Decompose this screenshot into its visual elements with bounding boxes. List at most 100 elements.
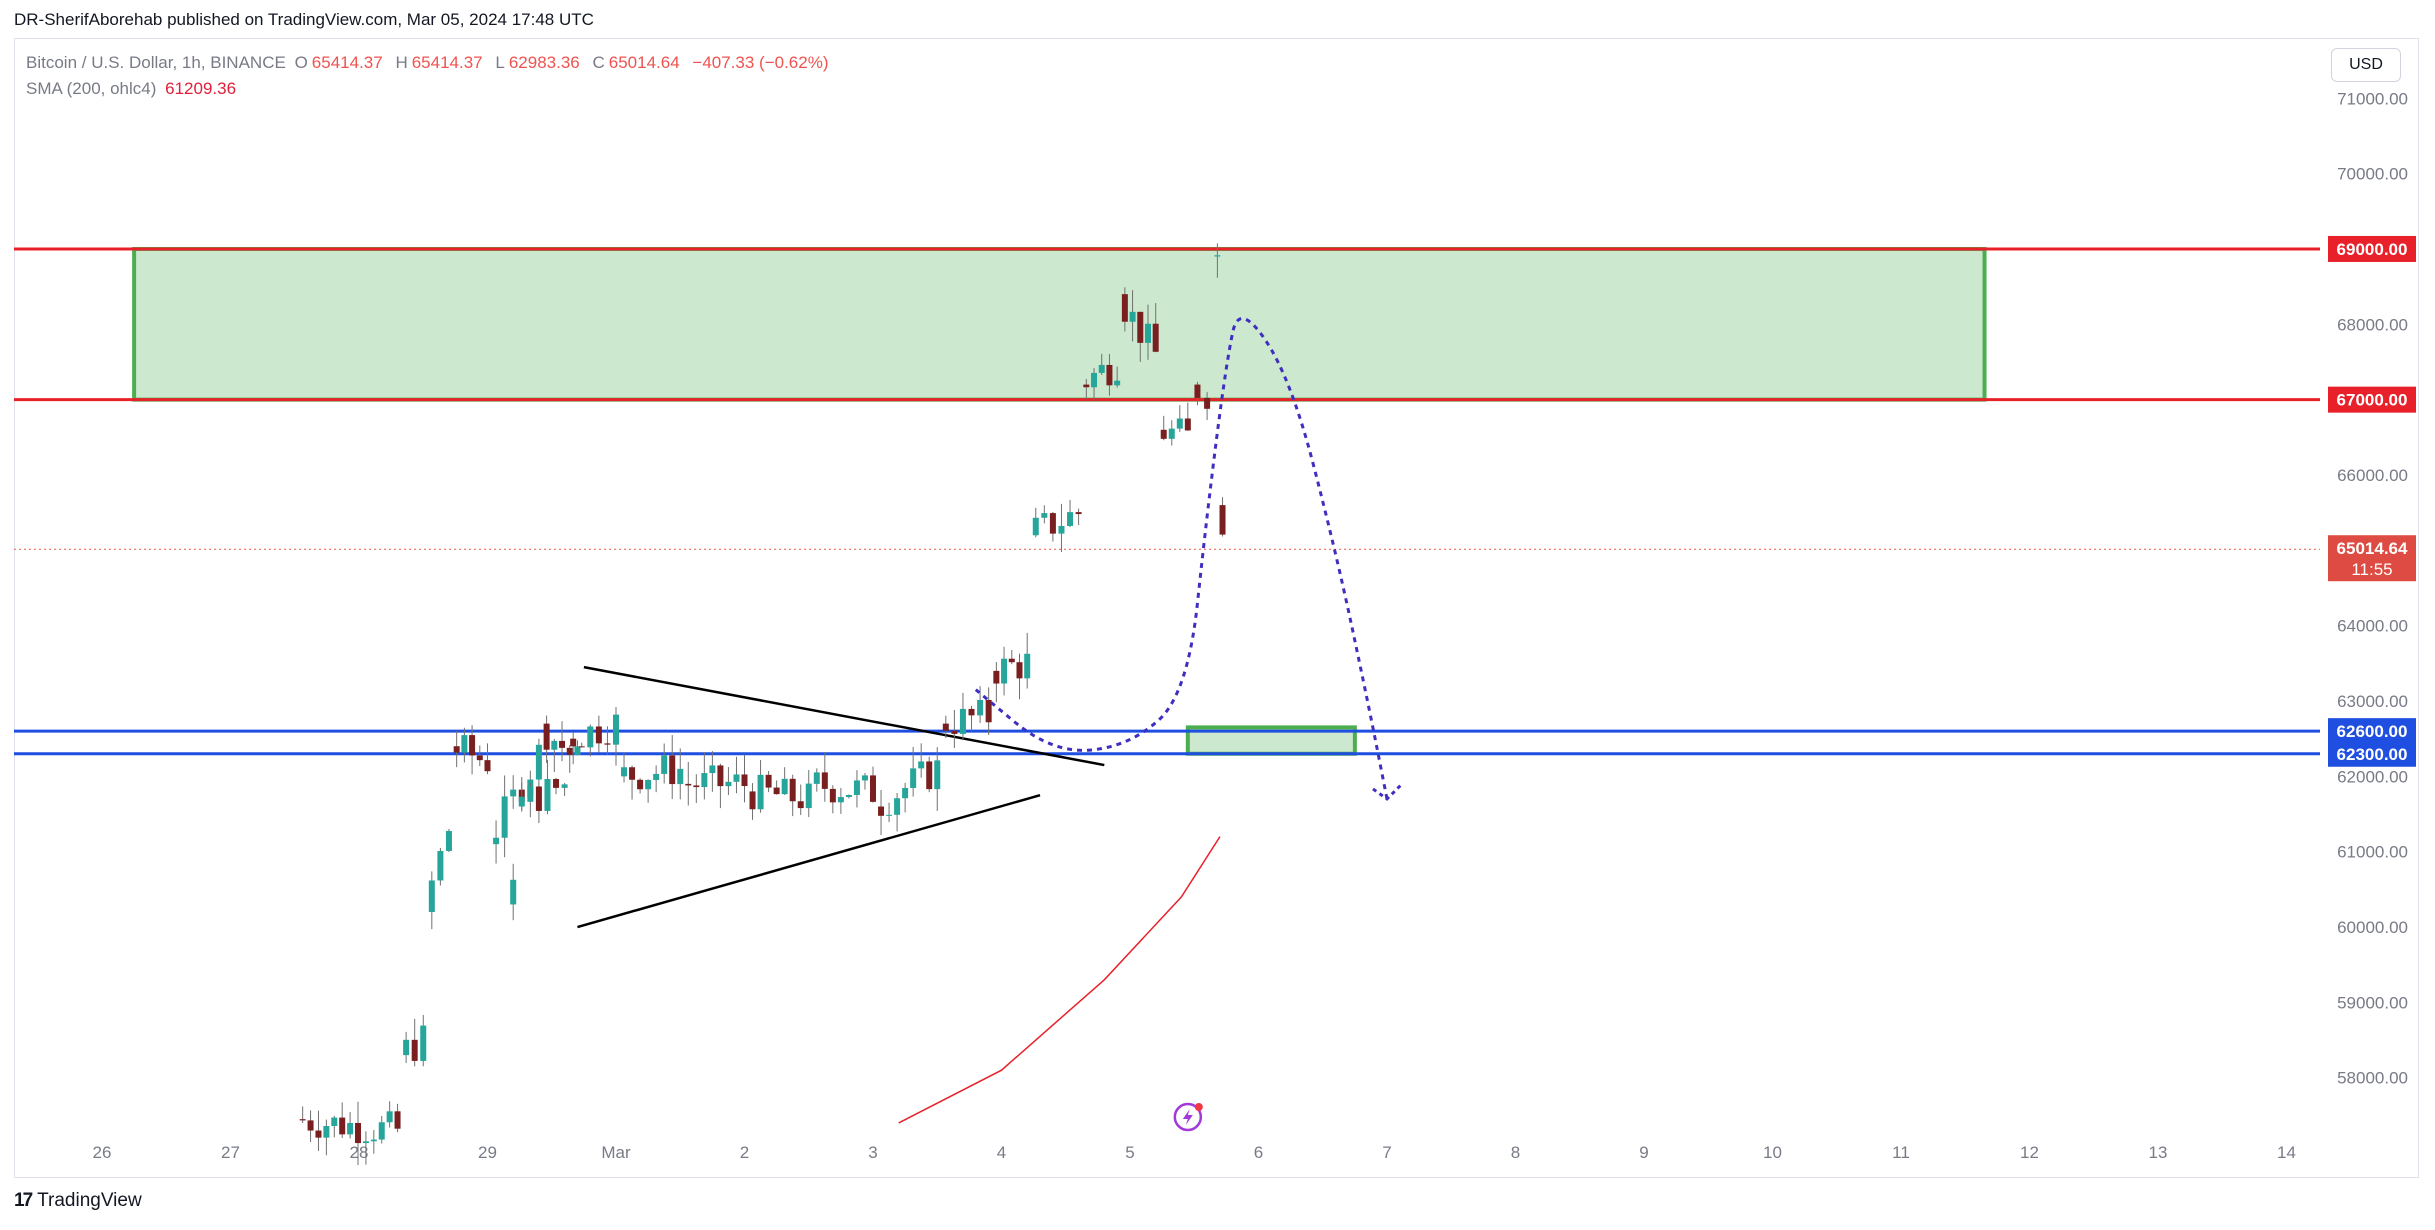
x-tick-label: 29 [478, 1143, 497, 1162]
candle-body [813, 772, 820, 784]
price-level-tag [2328, 386, 2416, 413]
candle-body [535, 786, 542, 811]
candle-body [437, 850, 444, 881]
candle-body [420, 1025, 427, 1061]
candle-body [1098, 364, 1105, 373]
x-tick-label: 27 [221, 1143, 240, 1162]
candle-body [1083, 384, 1090, 388]
price-level-label: 62600.00 [2337, 722, 2408, 741]
symbol-label[interactable]: Bitcoin / U.S. Dollar, 1h, BINANCE [26, 53, 286, 72]
projection-path [974, 317, 1389, 800]
candle-body [1137, 311, 1144, 343]
price-level-label: 69000.00 [2337, 240, 2408, 259]
candle-body [757, 774, 764, 810]
candle-body [428, 880, 435, 912]
x-tick-label: 4 [997, 1143, 1006, 1162]
y-tick-label: 71000.00 [2337, 89, 2408, 108]
candle-body [725, 781, 732, 787]
candle-body [551, 740, 558, 750]
candle-body [821, 772, 828, 789]
candle-body [493, 837, 500, 845]
candle-body [797, 801, 804, 809]
chart-frame [14, 38, 2419, 1178]
candle-body [323, 1126, 330, 1138]
candle-body [1219, 505, 1226, 535]
candle-body [403, 1039, 410, 1056]
triangle-lower-trendline [577, 793, 1041, 929]
low-value: 62983.36 [508, 53, 580, 72]
tradingview-logo-icon: 17 [14, 1190, 33, 1211]
candle-body [749, 791, 756, 810]
candle-body [845, 794, 852, 798]
open-label: O [294, 53, 308, 72]
candle-body [977, 699, 984, 716]
candle-body [1008, 658, 1015, 663]
sma-row: SMA (200, ohlc4) 61209.36 [26, 76, 833, 102]
candle-body [355, 1122, 362, 1144]
candle-body [544, 778, 551, 811]
x-tick-label: Mar [601, 1143, 631, 1162]
candle-body [926, 761, 933, 790]
candle-body [347, 1122, 354, 1135]
sma-label[interactable]: SMA (200, ohlc4) [26, 79, 157, 98]
candle-body [781, 778, 788, 795]
candle-body [1067, 512, 1074, 526]
candle-body [553, 778, 560, 788]
candle-body [595, 726, 602, 744]
candle-body [362, 1141, 369, 1144]
candle-body [870, 775, 876, 802]
y-tick-label: 68000.00 [2337, 315, 2408, 334]
currency-button[interactable]: USD [2331, 48, 2401, 82]
price-level-tag [2328, 235, 2416, 262]
price-level-label: 67000.00 [2337, 391, 2408, 410]
tradingview-logo[interactable]: 17 TradingView [14, 1190, 142, 1212]
y-tick-label: 61000.00 [2337, 843, 2408, 862]
x-tick-label: 11 [1892, 1143, 1910, 1162]
candle-body [559, 740, 566, 748]
candle-body [1204, 397, 1211, 409]
candle-body [677, 768, 684, 785]
sma-value: 61209.36 [165, 79, 237, 98]
candle-body [733, 774, 740, 782]
x-tick-label: 9 [1639, 1143, 1648, 1162]
resistance-zone [132, 246, 1987, 402]
y-tick-label: 66000.00 [2337, 466, 2408, 485]
candle-body [1114, 380, 1121, 386]
close-value: 65014.64 [608, 53, 680, 72]
candle-body [968, 708, 975, 716]
candle-body [510, 789, 517, 797]
x-tick-label: 13 [2149, 1143, 2168, 1162]
candle-body [861, 775, 868, 781]
x-tick-label: 10 [1763, 1143, 1782, 1162]
y-tick-label: 58000.00 [2337, 1069, 2408, 1088]
candle-body [1129, 311, 1136, 322]
x-tick-label: 14 [2277, 1143, 2296, 1162]
y-tick-label: 70000.00 [2337, 165, 2408, 184]
candle-body [453, 746, 460, 753]
candle-body [637, 779, 644, 790]
candle-body [1184, 418, 1191, 431]
candle-body [476, 755, 483, 761]
ohlc-row: Bitcoin / U.S. Dollar, 1h, BINANCE O 6541… [26, 50, 833, 76]
candle-body [1176, 418, 1183, 429]
candle-body [1168, 428, 1175, 439]
candle-body [461, 735, 468, 753]
candle-body [701, 773, 708, 788]
open-value: 65414.37 [311, 53, 383, 72]
y-tick-label: 62000.00 [2337, 767, 2408, 786]
candle-body [527, 786, 534, 797]
candle-body [411, 1039, 418, 1061]
candle-body [570, 738, 577, 747]
candle-body [789, 778, 796, 802]
candle-body [510, 879, 517, 905]
last-price-label: 65014.64 [2337, 539, 2408, 558]
candle-body [578, 746, 585, 748]
y-tick-label: 64000.00 [2337, 617, 2408, 636]
candle-body [1106, 364, 1113, 386]
candle-body [894, 798, 901, 815]
countdown-label: 11:55 [2351, 560, 2392, 579]
candle-body [717, 765, 724, 787]
candle-body [878, 806, 885, 816]
candle-body [587, 726, 594, 748]
